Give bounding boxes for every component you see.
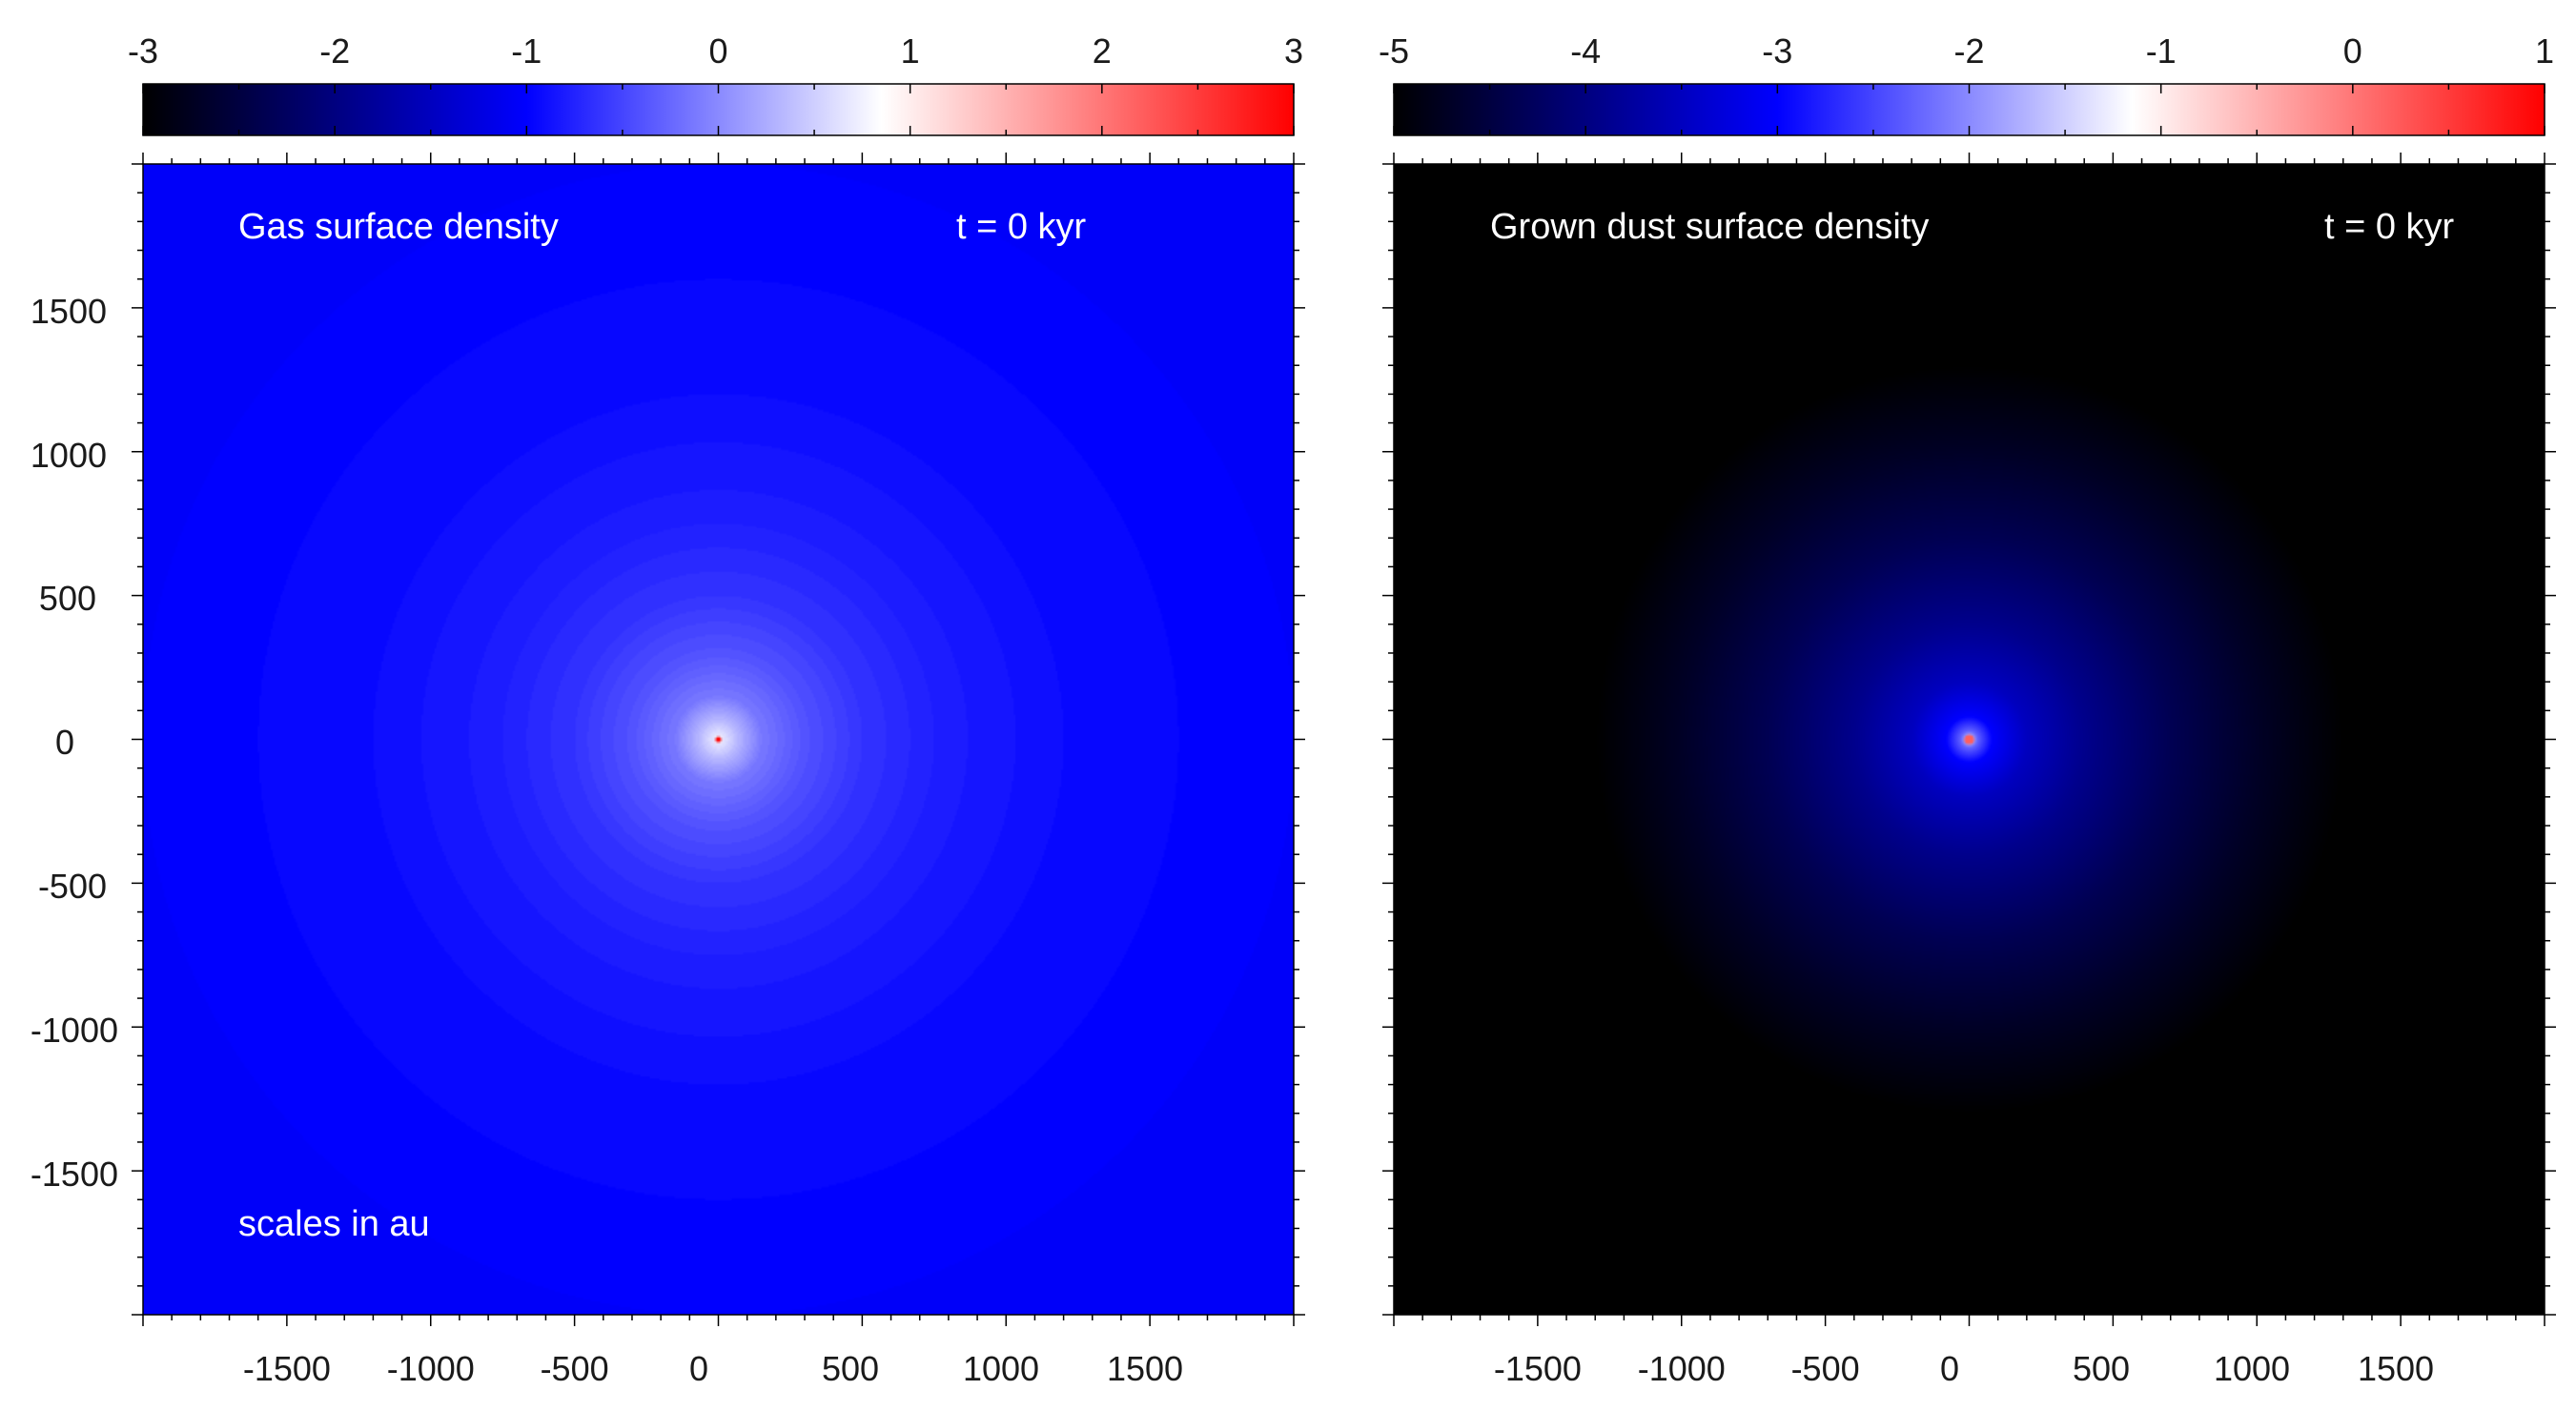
colorbar-dust-ticks <box>1393 84 2545 135</box>
gas-x-tick-label: -500 <box>541 1349 609 1388</box>
dust-x-tick-label: -1000 <box>1638 1349 1726 1388</box>
colorbar-gas-tick-label: -2 <box>319 31 350 71</box>
panel-dust-axis-ticks <box>1382 153 2556 1326</box>
gas-density-map <box>143 164 1294 1315</box>
colorbar-gas-tick-label: 1 <box>901 31 920 71</box>
gas-y-tick-label: 1500 <box>31 292 107 331</box>
gas-x-tick-label: -1000 <box>387 1349 475 1388</box>
colorbar-dust-tick-label: -5 <box>1379 31 1409 71</box>
colorbar-dust-tick-label: -3 <box>1762 31 1792 71</box>
panel-gas: Gas surface density t = 0 kyr scales in … <box>31 153 1305 1388</box>
gas-y-tick-label: 1000 <box>31 436 107 475</box>
gas-panel-time: t = 0 kyr <box>956 207 1087 247</box>
colorbar-gas-ticks <box>142 84 1295 135</box>
colorbar-gas: -3 -2 -1 0 1 2 3 <box>128 31 1303 136</box>
colorbar-dust-tick-label: 0 <box>2343 31 2362 71</box>
gas-y-tick-label: -1500 <box>31 1155 118 1194</box>
dust-x-tick-label: 500 <box>2073 1349 2130 1388</box>
colorbar-gas-tick-label: -1 <box>511 31 542 71</box>
dust-x-tick-label: -1500 <box>1494 1349 1582 1388</box>
gas-x-tick-label: -1500 <box>243 1349 331 1388</box>
gas-x-tick-label: 1500 <box>1107 1349 1183 1388</box>
gas-x-tick-label: 500 <box>822 1349 879 1388</box>
panel-dust: Grown dust surface density t = 0 kyr -15… <box>1382 153 2556 1388</box>
colorbar-dust-tick-label: -4 <box>1570 31 1601 71</box>
gas-x-tick-label: 0 <box>689 1349 708 1388</box>
colorbar-gas-tick-label: 3 <box>1284 31 1303 71</box>
colorbar-gas-tick-label: -3 <box>128 31 158 71</box>
colorbar-dust-tick-label: -2 <box>1953 31 1984 71</box>
dust-x-tick-label: -500 <box>1791 1349 1860 1388</box>
colorbar-gas-tick-label: 0 <box>708 31 727 71</box>
panel-gas-axis-ticks <box>132 153 1305 1326</box>
dust-panel-time: t = 0 kyr <box>2324 207 2455 247</box>
colorbar-dust-tick-label: 1 <box>2535 31 2554 71</box>
dust-panel-title: Grown dust surface density <box>1490 207 1929 247</box>
dust-x-tick-label: 1500 <box>2358 1349 2434 1388</box>
gas-y-tick-label: -500 <box>38 867 107 906</box>
colorbar-dust-tick-label: -1 <box>2146 31 2177 71</box>
dust-density-map <box>1394 164 2545 1315</box>
colorbar-gas-tick-label: 2 <box>1093 31 1112 71</box>
gas-y-tick-label: 500 <box>39 579 96 618</box>
dust-x-tick-label: 1000 <box>2214 1349 2290 1388</box>
gas-y-tick-label: -1000 <box>31 1011 118 1050</box>
gas-y-tick-label: 0 <box>55 723 74 762</box>
colorbar-dust: -5 -4 -3 -2 -1 0 1 <box>1379 31 2554 136</box>
gas-panel-scale-note: scales in au <box>238 1204 430 1244</box>
dust-x-tick-label: 0 <box>1940 1349 1959 1388</box>
gas-panel-title: Gas surface density <box>238 207 559 247</box>
gas-x-tick-label: 1000 <box>963 1349 1039 1388</box>
